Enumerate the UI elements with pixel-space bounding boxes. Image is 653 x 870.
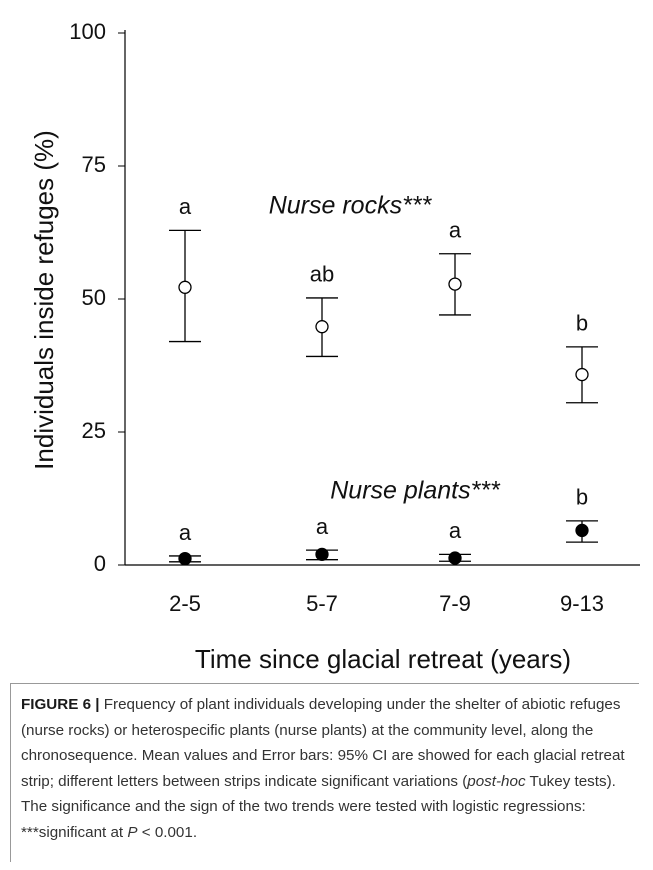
- caption-text: post-hoc: [467, 772, 526, 790]
- y-tick-label: 25: [82, 418, 106, 443]
- chart: Individuals inside refuges (%) Time sinc…: [29, 19, 640, 674]
- series-label: Nurse rocks***: [269, 192, 433, 220]
- x-tick-label: 9-13: [560, 591, 604, 616]
- point: [315, 547, 329, 562]
- series-label: Nurse plants***: [330, 477, 501, 505]
- caption-text: Frequency of plant individuals developin…: [21, 696, 625, 790]
- caption-text: < 0.001.: [137, 823, 198, 841]
- point: [178, 280, 192, 294]
- significance-letter: a: [179, 194, 192, 219]
- significance-letter: a: [449, 218, 462, 243]
- significance-letter: b: [576, 311, 588, 336]
- y-tick-label: 0: [94, 551, 106, 576]
- x-tick-label: 5-7: [306, 591, 338, 616]
- significance-letter: a: [179, 520, 192, 545]
- caption-text: Tukey tests). The significance and the s…: [21, 772, 616, 841]
- significance-letter: a: [449, 518, 462, 543]
- significance-letter: a: [316, 514, 329, 539]
- y-tick-label: 75: [82, 152, 106, 177]
- x-tick-label: 2-5: [169, 591, 201, 616]
- caption-label: FIGURE 6 |: [21, 696, 100, 713]
- caption: FIGURE 6 | Frequency of plant individual…: [10, 683, 639, 862]
- y-axis-title: Individuals inside refuges (%): [29, 130, 59, 470]
- caption-text: P: [127, 823, 138, 841]
- y-tick-label: 100: [69, 19, 106, 44]
- significance-letter: ab: [310, 262, 334, 287]
- y-tick-label: 50: [82, 285, 106, 310]
- point: [448, 277, 462, 291]
- x-axis-title: Time since glacial retreat (years): [195, 644, 571, 674]
- significance-letter: b: [576, 485, 588, 510]
- point: [178, 551, 192, 566]
- point: [315, 320, 329, 334]
- point: [575, 523, 589, 538]
- point: [575, 367, 589, 382]
- point: [448, 551, 462, 565]
- x-tick-label: 7-9: [439, 591, 471, 616]
